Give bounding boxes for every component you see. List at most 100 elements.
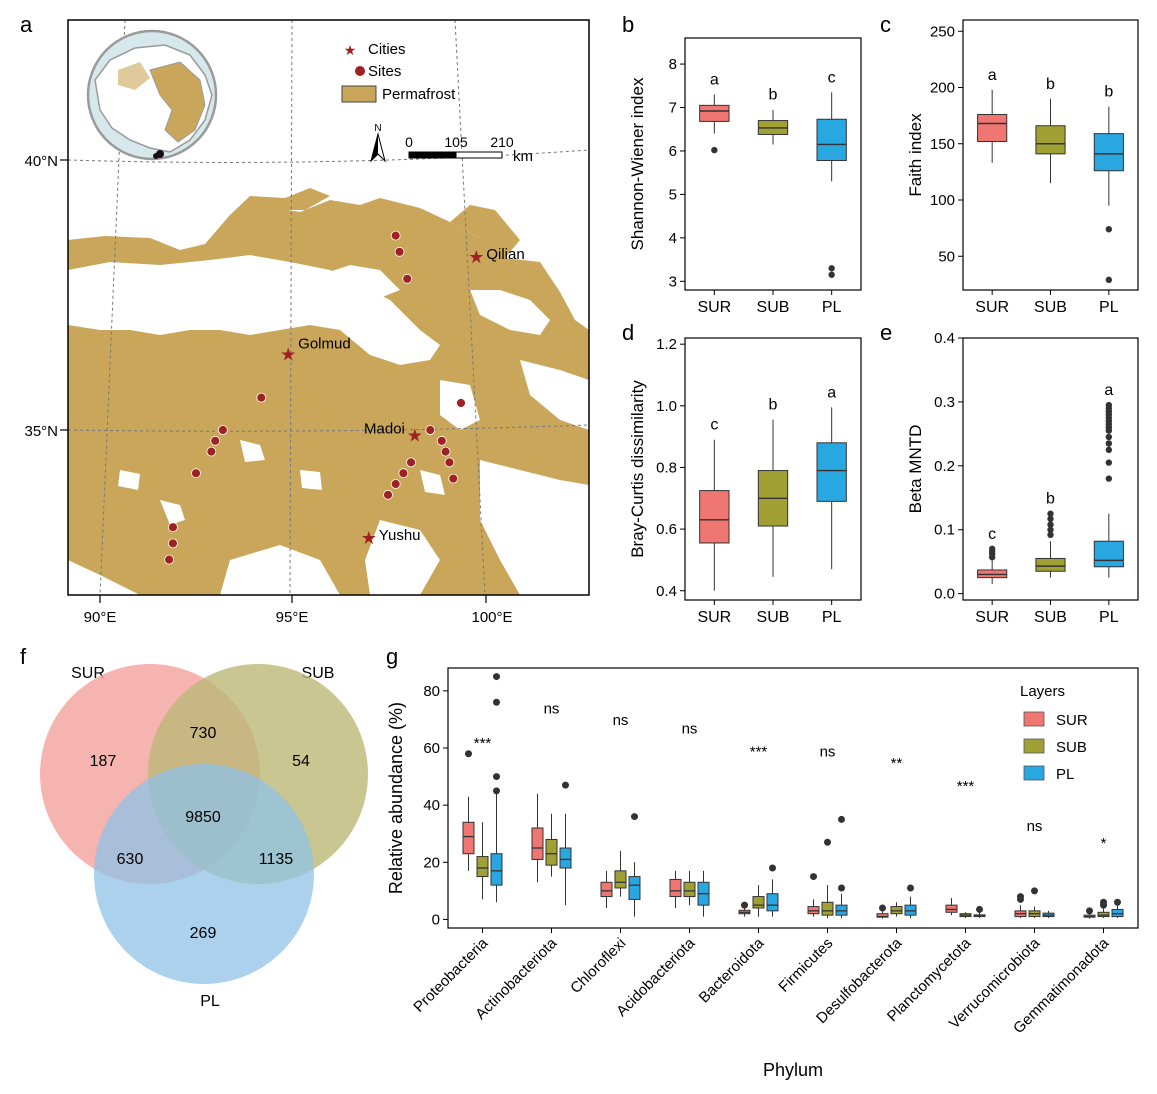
- outlier-point: [1047, 515, 1054, 523]
- box-sub: [614, 870, 627, 889]
- legend-cities-label: Cities: [368, 41, 406, 58]
- panel-label-d: d: [622, 320, 634, 345]
- map-sites: [164, 230, 466, 565]
- legend-label-sur: SUR: [1056, 712, 1088, 729]
- y-tick-label: 4: [669, 230, 677, 247]
- box-pl: [816, 118, 847, 162]
- city-star-madoi: ★: [407, 425, 423, 445]
- y-tick-label: 0.8: [656, 459, 677, 476]
- panel-a: a: [20, 12, 590, 626]
- site-marker-18: [398, 468, 409, 479]
- outlier-point: [988, 545, 996, 553]
- y-tick-label: 0.6: [656, 521, 677, 538]
- scale-unit: km: [513, 148, 533, 165]
- venn-label-sur: SUR: [71, 665, 105, 682]
- x-tick-label: PL: [822, 609, 842, 626]
- legend: Layers SUR SUB PL: [1020, 683, 1088, 783]
- site-marker-8: [168, 522, 178, 533]
- lon-label-90: 90°E: [84, 609, 117, 626]
- significance-letter: c: [988, 526, 996, 543]
- box-pl: [559, 847, 572, 869]
- y-tick-label: 20: [423, 854, 440, 871]
- y-tick-label: 0.1: [934, 522, 955, 539]
- outlier-point: [562, 781, 569, 789]
- outlier-point: [1105, 440, 1113, 447]
- box-pl: [816, 442, 847, 502]
- box-pl: [904, 904, 917, 916]
- venn-circle-pl: [94, 764, 314, 984]
- lon-label-100: 100°E: [471, 609, 512, 626]
- site-marker-19: [390, 479, 401, 489]
- lon-label-95: 95°E: [276, 609, 309, 626]
- site-marker-6: [206, 446, 217, 457]
- legend-swatch-sub: [1023, 738, 1045, 754]
- legend-city-icon: ★: [344, 42, 357, 58]
- outlier-point: [838, 815, 845, 823]
- outlier-point: [493, 698, 500, 706]
- scale-tick-2: 210: [490, 134, 514, 150]
- panel-g: g 0 20 40 60 80 Relative abundance (%) Phylum P…: [386, 644, 1139, 1080]
- scale-bar: 0 105 210 km: [405, 134, 533, 165]
- panel-c: c 50 100 150 200 250 Faith index SUR a SUB b PL b: [880, 12, 1139, 316]
- y-axis-label: Faith index: [906, 113, 925, 197]
- box-sub: [683, 881, 696, 898]
- significance-letter: b: [769, 397, 778, 414]
- box-pl: [628, 876, 641, 900]
- box-pl: [766, 893, 779, 912]
- y-tick-label: 80: [423, 683, 440, 700]
- venn-sur-sub: 730: [190, 725, 217, 742]
- y-tick-label: 0.4: [934, 330, 955, 347]
- box-sub: [821, 901, 834, 916]
- outlier-point: [907, 884, 914, 892]
- site-marker-13: [440, 446, 451, 457]
- x-axis-label: Phylum: [763, 1060, 823, 1080]
- y-tick-label: 7: [669, 100, 677, 117]
- outlier-point: [828, 265, 835, 272]
- venn-label-pl: PL: [200, 993, 220, 1010]
- panel-label-a: a: [20, 12, 33, 37]
- legend-label-sub: SUB: [1056, 739, 1087, 756]
- site-marker-12: [436, 435, 447, 446]
- panel-label-e: e: [880, 320, 892, 345]
- x-tick-label: SUB: [757, 299, 790, 316]
- site-marker-15: [448, 473, 459, 484]
- y-tick-label: 8: [669, 56, 677, 73]
- box-sur: [977, 114, 1008, 142]
- outlier-point: [1017, 893, 1024, 901]
- legend-swatch-sur: [1023, 711, 1045, 727]
- box-sub: [476, 856, 489, 878]
- x-tick-label: SUR: [697, 609, 731, 626]
- outlier-point: [976, 905, 983, 913]
- y-tick-label: 5: [669, 186, 677, 203]
- significance-letter: b: [769, 87, 778, 104]
- y-tick-label: 0.0: [934, 586, 955, 603]
- outlier-point: [1105, 226, 1113, 233]
- outlier-point: [1105, 459, 1113, 466]
- legend-label-pl: PL: [1056, 766, 1074, 783]
- venn-all: 9850: [185, 809, 221, 826]
- outlier-point: [631, 813, 638, 821]
- significance-label: ***: [957, 778, 975, 795]
- outlier-point: [493, 773, 500, 781]
- significance-label: ns: [820, 744, 836, 761]
- outlier-point: [1105, 401, 1113, 409]
- venn-sub-pl: 1135: [259, 851, 294, 868]
- box-pl: [835, 904, 848, 916]
- box-sur: [600, 881, 613, 898]
- site-marker-16: [456, 398, 466, 408]
- city-label-golmud: Golmud: [298, 335, 351, 352]
- y-tick-label: 3: [669, 273, 677, 290]
- city-star-qilian: ★: [468, 247, 484, 267]
- box-sur: [945, 904, 958, 913]
- venn-pl-only: 269: [190, 925, 217, 942]
- panel-label-f: f: [20, 644, 27, 669]
- legend-site-icon: [355, 66, 365, 76]
- y-axis-label: Bray-Curtis dissimilarity: [628, 380, 647, 558]
- box-pl: [1093, 133, 1124, 172]
- box-sub: [1035, 557, 1066, 572]
- box-sub: [890, 906, 903, 915]
- city-label-yushu: Yushu: [379, 527, 421, 544]
- x-tick-label: SUR: [975, 609, 1009, 626]
- outlier-point: [1105, 446, 1113, 454]
